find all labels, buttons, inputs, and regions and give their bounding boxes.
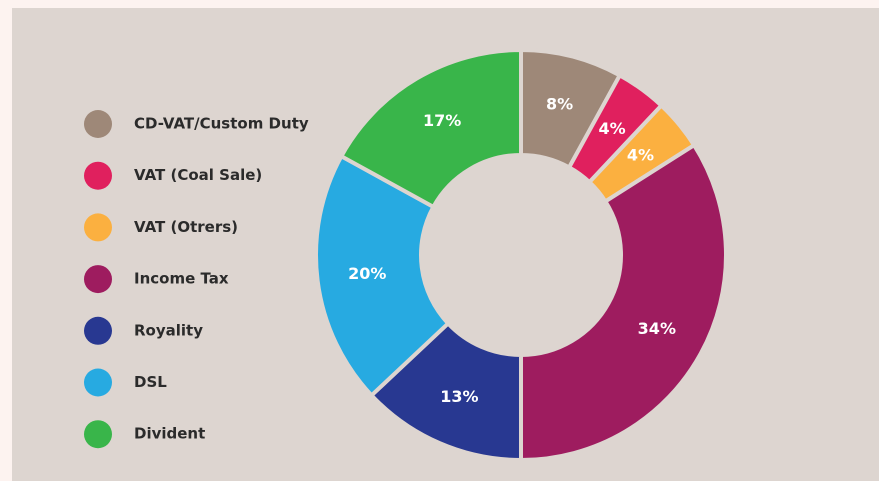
legend-swatch	[84, 110, 112, 138]
legend-label: Royality	[134, 321, 203, 339]
legend-label: VAT (Coal Sale)	[134, 166, 262, 184]
wedge	[519, 142, 728, 463]
data-label: 17%	[423, 111, 461, 130]
legend-label: VAT (Otrers)	[134, 218, 238, 236]
data-label: 4%	[627, 146, 654, 165]
legend-swatch	[84, 213, 112, 242]
legend-label: Income Tax	[134, 270, 229, 288]
wedge	[368, 320, 523, 463]
data-label: 34%	[638, 319, 676, 338]
legend-label: CD-VAT/Custom Duty	[134, 115, 309, 133]
legend-swatch	[84, 420, 112, 449]
data-label: 20%	[348, 264, 386, 283]
legend-swatch	[84, 265, 112, 294]
legend-swatch	[84, 161, 112, 190]
data-label: 8%	[546, 94, 573, 113]
legend-swatch	[84, 316, 112, 345]
legend-swatch	[84, 368, 112, 397]
data-label: 4%	[599, 119, 626, 138]
data-label: 13%	[440, 387, 478, 406]
wedge	[338, 47, 523, 210]
legend-label: Divident	[134, 425, 205, 443]
wedge	[314, 153, 451, 399]
legend-label: DSL	[134, 373, 167, 391]
